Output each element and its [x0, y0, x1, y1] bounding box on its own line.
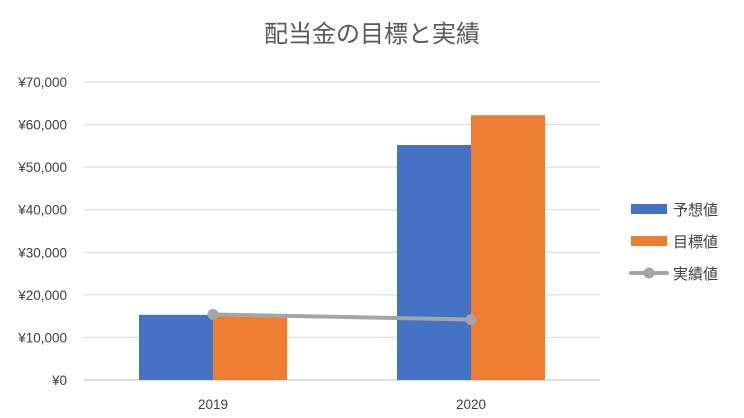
bar-目標値-2019 [213, 314, 287, 380]
legend-label: 予想値 [673, 201, 718, 219]
legend-label: 実績値 [673, 265, 718, 283]
legend-label: 目標値 [673, 233, 718, 251]
point-実績値-2019 [207, 308, 219, 320]
x-tick-label: 2020 [456, 397, 486, 412]
legend-swatch [631, 204, 667, 214]
bars [139, 115, 545, 380]
point-実績値-2020 [465, 314, 477, 326]
y-tick-label: ¥20,000 [17, 288, 67, 303]
y-tick-label: ¥10,000 [17, 330, 67, 345]
y-tick-label: ¥0 [51, 373, 67, 388]
bar-予想値-2020 [397, 145, 471, 380]
bar-目標値-2020 [471, 115, 545, 380]
y-tick-label: ¥50,000 [17, 160, 67, 175]
legend-swatch [631, 236, 667, 246]
legend-marker [643, 267, 655, 279]
x-tick-label: 2019 [198, 397, 228, 412]
y-axis-tick-labels: ¥0 ¥10,000 ¥20,000 ¥30,000 ¥40,000 ¥50,000 ¥60… [17, 75, 67, 388]
y-tick-label: ¥40,000 [17, 203, 67, 218]
y-tick-label: ¥70,000 [17, 75, 67, 90]
x-axis-tick-labels: 2019 2020 [198, 397, 486, 412]
actual-line-series [207, 308, 477, 326]
y-tick-label: ¥30,000 [17, 245, 67, 260]
bar-予想値-2019 [139, 314, 213, 380]
y-tick-label: ¥60,000 [17, 118, 67, 133]
chart-title: 配当金の目標と実績 [264, 20, 480, 48]
line-実績値 [211, 312, 473, 322]
